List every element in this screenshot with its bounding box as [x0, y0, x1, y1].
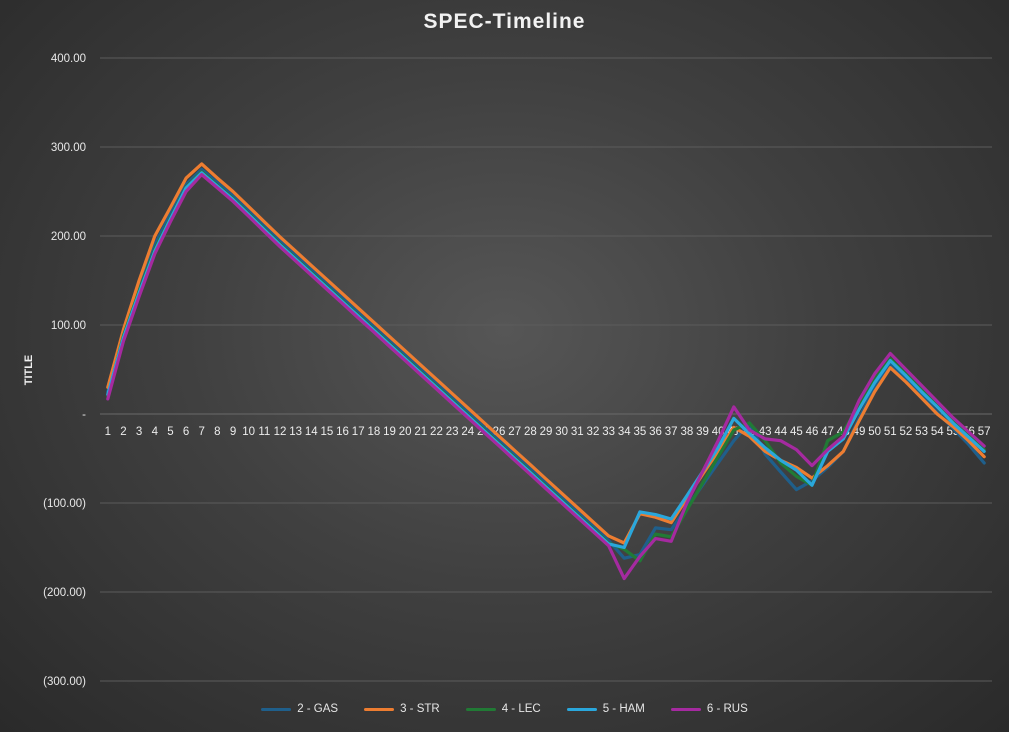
x-tick-label: 29 [540, 426, 553, 438]
legend-item-2-gas: 2 - GAS [261, 703, 338, 715]
x-tick-label: 28 [524, 426, 537, 438]
y-axis-label: TITLE [23, 355, 35, 386]
x-tick-label: 20 [399, 426, 412, 438]
legend-item-5-ham: 5 - HAM [566, 703, 645, 715]
legend-label: 4 - LEC [501, 703, 541, 715]
y-tick-label: 100.00 [51, 320, 86, 332]
legend-swatch [364, 707, 395, 711]
x-tick-label: 15 [321, 426, 334, 438]
x-tick-label: 51 [884, 426, 897, 438]
legend-item-4-lec: 4 - LEC [465, 703, 541, 715]
x-tick-label: 44 [774, 426, 787, 438]
x-tick-label: 2 [120, 426, 126, 438]
legend-swatch [566, 707, 597, 711]
x-tick-label: 54 [931, 426, 944, 438]
series-lines [106, 162, 986, 581]
legend-label: 2 - GAS [297, 703, 339, 715]
x-tick-label: 18 [367, 426, 380, 438]
series-line-2-gas [106, 167, 986, 560]
legend-label: 5 - HAM [602, 703, 645, 715]
legend-swatch [261, 707, 292, 711]
x-tick-label: 53 [915, 426, 928, 438]
x-tick-label: 37 [665, 426, 678, 438]
x-tick-label: 6 [183, 426, 189, 438]
legend-item-3-str: 3 - STR [364, 703, 440, 715]
x-tick-label: 14 [305, 426, 318, 438]
x-tick-label: 8 [214, 426, 220, 438]
y-tick-label: 400.00 [51, 53, 86, 65]
y-tick-label: - [82, 409, 86, 421]
y-tick-label: 300.00 [51, 142, 86, 154]
series-line-3-str [106, 162, 986, 545]
x-tick-label: 11 [258, 426, 270, 438]
x-tick-label: 9 [230, 426, 236, 438]
x-tick-label: 39 [696, 426, 709, 438]
legend-swatch [465, 707, 496, 711]
x-tick-label: 36 [649, 426, 662, 438]
legend-label: 3 - STR [400, 703, 440, 715]
x-tick-label: 12 [274, 426, 287, 438]
y-tick-label: 200.00 [51, 231, 86, 243]
x-tick-label: 13 [289, 426, 302, 438]
x-tick-label: 1 [105, 426, 111, 438]
legend: 2 - GAS 3 - STR 4 - LEC 5 - HAM 6 - RUS [0, 703, 1009, 715]
x-tick-label: 10 [242, 426, 255, 438]
x-tick-label: 27 [508, 426, 521, 438]
y-axis-ticks: 400.00 300.00 200.00 100.00 - (100.00) (200.00… [43, 53, 86, 688]
x-tick-label: 4 [152, 426, 159, 438]
legend-label: 6 - RUS [706, 703, 748, 715]
x-tick-label: 17 [352, 426, 365, 438]
x-tick-label: 52 [900, 426, 913, 438]
x-tick-label: 47 [821, 426, 834, 438]
series-line-5-ham [106, 171, 986, 550]
x-tick-label: 32 [587, 426, 600, 438]
x-axis-ticks: 1 2 3 4 5 6 7 8 9 10 11 12 13 14 15 16 17 18 19 20 21 22 23 24 2… [105, 426, 991, 438]
x-tick-label: 45 [790, 426, 803, 438]
x-tick-label: 16 [336, 426, 349, 438]
gridlines [100, 57, 992, 682]
x-tick-label: 21 [414, 426, 427, 438]
x-tick-label: 30 [555, 426, 568, 438]
x-tick-label: 33 [602, 426, 615, 438]
y-tick-label: (300.00) [43, 676, 86, 688]
y-tick-label: (200.00) [43, 587, 86, 599]
x-tick-label: 3 [136, 426, 142, 438]
x-tick-label: 50 [868, 426, 881, 438]
x-tick-label: 31 [571, 426, 584, 438]
x-tick-label: 19 [383, 426, 396, 438]
x-tick-label: 38 [680, 426, 693, 438]
x-tick-label: 57 [978, 426, 991, 438]
x-tick-label: 7 [199, 426, 205, 438]
legend-swatch [670, 707, 701, 711]
y-tick-label: (100.00) [43, 498, 86, 510]
series-line-6-rus [106, 173, 986, 581]
x-tick-label: 23 [446, 426, 459, 438]
chart-title: SPEC-Timeline [423, 10, 586, 33]
x-tick-label: 22 [430, 426, 443, 438]
x-tick-label: 5 [167, 426, 173, 438]
x-tick-label: 24 [461, 426, 474, 438]
x-tick-label: 35 [633, 426, 646, 438]
legend-item-6-rus: 6 - RUS [670, 703, 748, 715]
x-tick-label: 46 [806, 426, 819, 438]
x-tick-label: 34 [618, 426, 631, 438]
